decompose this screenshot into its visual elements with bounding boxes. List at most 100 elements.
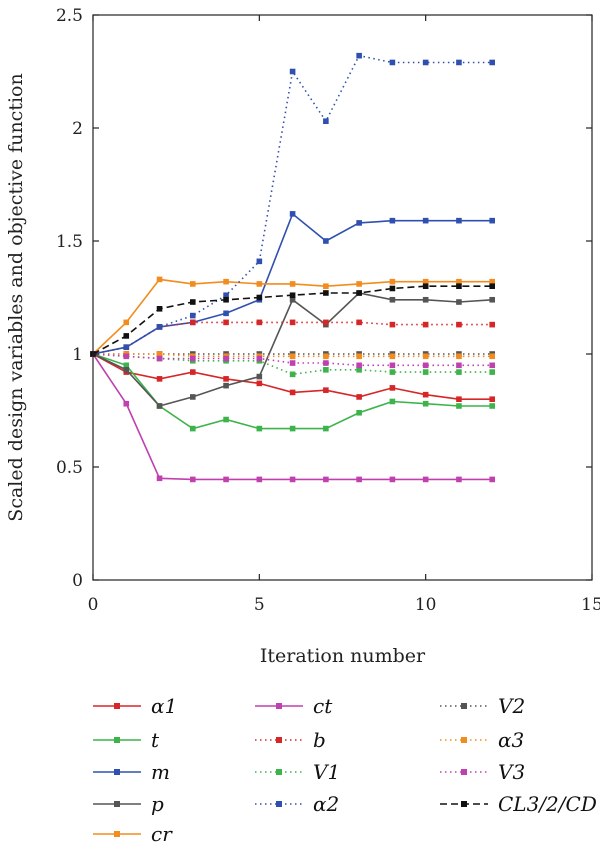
legend-swatch-marker: [461, 703, 467, 709]
data-point: [289, 296, 296, 303]
data-point: [489, 353, 495, 360]
data-point: [489, 278, 495, 285]
series-α2: [90, 52, 495, 357]
data-point: [256, 319, 263, 326]
data-point: [123, 333, 130, 339]
x-axis-title: Iteration number: [260, 645, 426, 667]
legend-label: t: [151, 728, 160, 752]
data-point: [356, 353, 362, 360]
data-point: [389, 353, 396, 360]
data-point: [489, 396, 495, 402]
legend-swatch-marker: [114, 801, 120, 807]
data-point: [256, 380, 263, 387]
data-point: [422, 278, 429, 285]
data-point: [356, 319, 362, 326]
data-point: [389, 285, 396, 292]
series-line: [92, 321, 493, 355]
data-point: [456, 476, 462, 483]
data-point: [456, 321, 462, 328]
data-point: [489, 283, 495, 289]
data-point: [289, 292, 296, 299]
data-point: [356, 281, 362, 287]
y-tick-label: 2.5: [56, 6, 83, 26]
series-line: [92, 54, 493, 355]
data-point: [389, 369, 396, 375]
legend-swatch-marker: [461, 801, 467, 807]
data-point: [323, 283, 329, 289]
data-point: [289, 389, 296, 396]
data-point: [223, 382, 229, 389]
data-point: [422, 353, 429, 360]
legend-item-m: m: [93, 760, 170, 784]
legend-label: α2: [313, 792, 339, 816]
data-point: [323, 425, 329, 432]
data-point: [389, 296, 396, 303]
legend-item-cr: cr: [93, 822, 173, 844]
legend-item-V3: V3: [440, 760, 525, 784]
data-point: [256, 425, 263, 432]
data-point: [223, 416, 229, 423]
data-point: [323, 367, 329, 373]
legend-swatch-marker: [276, 769, 282, 775]
data-point: [456, 369, 462, 375]
data-point: [389, 362, 396, 369]
legend-swatch-marker: [276, 703, 282, 709]
legend-swatch-marker: [461, 737, 467, 743]
data-point: [256, 281, 263, 287]
series-cr: [90, 276, 495, 357]
data-point: [190, 312, 196, 319]
data-point: [323, 353, 329, 360]
data-point: [356, 409, 362, 416]
x-tick-label: 10: [415, 595, 437, 615]
data-point: [223, 476, 229, 483]
data-point: [156, 475, 163, 482]
data-point: [356, 220, 362, 226]
data-point: [323, 360, 329, 366]
data-point: [422, 296, 429, 303]
legend-label: cr: [151, 822, 173, 844]
series-ct: [90, 351, 495, 483]
data-point: [422, 369, 429, 375]
data-point: [289, 371, 296, 378]
data-point: [256, 355, 263, 362]
legend-item-V2: V2: [440, 694, 525, 718]
data-point: [489, 476, 495, 483]
legend-swatch-marker: [114, 703, 120, 709]
data-point: [422, 476, 429, 483]
data-point: [389, 385, 396, 391]
data-point: [256, 258, 263, 265]
legend-item-V1: V1: [255, 760, 340, 784]
data-point: [289, 319, 296, 326]
data-point: [289, 353, 296, 360]
data-point: [190, 476, 196, 483]
data-point: [190, 299, 196, 305]
data-point: [156, 324, 163, 330]
data-point: [456, 217, 462, 224]
y-tick-label: 1.5: [56, 232, 83, 252]
data-point: [389, 278, 396, 285]
data-point: [289, 281, 296, 287]
data-point: [356, 362, 362, 369]
data-point: [123, 319, 130, 326]
data-point: [489, 217, 495, 224]
y-tick-label: 0.5: [56, 458, 83, 478]
data-point: [422, 391, 429, 398]
legend-label: ct: [313, 694, 333, 718]
x-tick-label: 0: [88, 595, 99, 615]
data-point: [256, 476, 263, 483]
plot-area: [90, 52, 495, 483]
data-point: [223, 296, 229, 303]
legend-label: CL3/2/CD: [498, 792, 597, 816]
data-point: [190, 369, 196, 375]
data-point: [123, 362, 130, 369]
data-point: [223, 355, 229, 362]
legend: α1 tmp cr ct b V1 α2 V2 α3 V3 CL3/2/CD: [93, 694, 597, 844]
data-point: [223, 278, 229, 285]
y-tick-label: 1: [72, 345, 83, 365]
data-point: [323, 476, 329, 483]
legend-swatch-marker: [276, 801, 282, 807]
legend-label: V1: [313, 760, 340, 784]
data-point: [456, 278, 462, 285]
data-point: [323, 290, 329, 296]
data-point: [389, 217, 396, 224]
